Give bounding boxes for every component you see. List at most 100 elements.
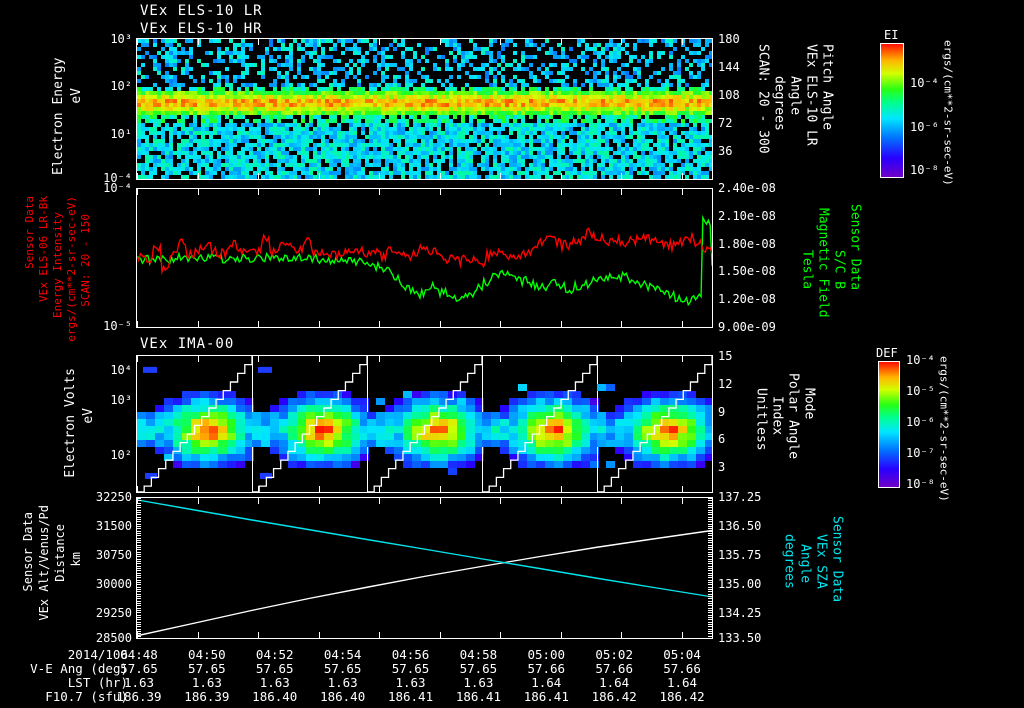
panel4-left-source: VEx Alt/Venus/Pd xyxy=(37,505,51,621)
panel4-ytick-3: 30000 xyxy=(95,577,132,591)
panel3-y2tick-4: 3 xyxy=(718,460,726,474)
bottom-cell-r1-c1: 57.65 xyxy=(188,661,226,676)
panel1-left-axis-line1: Electron Energy xyxy=(51,57,66,175)
colorbar2-tick-4: 10⁻⁸ xyxy=(906,477,935,491)
panel2-y2tick-0: 2.40e-08 xyxy=(718,181,776,195)
panel1-left-axis-label: Electron Energy xyxy=(51,45,66,175)
panel3-y2tick-3: 6 xyxy=(718,432,726,446)
bottom-cell-r2-c2: 1.63 xyxy=(259,675,290,690)
colorbar2-tick-0: 10⁻⁴ xyxy=(906,353,935,367)
panel2-left-axis-l0: Sensor Data xyxy=(23,196,36,269)
panel2-left-instrument: VEx ELS-06 LR-Bk xyxy=(37,196,50,302)
panel2-right-axis-l2: Magnetic Field xyxy=(815,208,831,318)
bottom-cell-r0-c6: 05:00 xyxy=(527,647,566,662)
panel1-right-axis-l0: Pitch Angle xyxy=(819,44,835,131)
panel4-right-axis-l2: Angle xyxy=(797,544,813,584)
panel3-right-unit: Unitless xyxy=(753,388,769,451)
panel4-ytick-4: 29250 xyxy=(95,606,132,620)
bottom-row-label-0: 2014/106 xyxy=(67,647,128,662)
panel4-y2tick-3: 135.00 xyxy=(718,577,762,591)
panel1-right-axis-l2: Angle xyxy=(787,76,803,116)
bottom-cell-r1-c6: 57.66 xyxy=(527,661,566,676)
bottom-cell-r2-c6: 1.64 xyxy=(531,675,562,690)
panel3-right-axis-l0: Mode xyxy=(802,388,817,419)
panel2-right-axis-l1: S/C B xyxy=(831,250,847,290)
colorbar2 xyxy=(878,361,900,488)
bottom-cell-r2-c4: 1.63 xyxy=(395,675,426,690)
bottom-row-label-3: F10.7 (sfu) xyxy=(45,689,128,704)
panel3-ytick-0: 10⁴ xyxy=(110,363,132,377)
panel1-ytick-0: 10³ xyxy=(110,32,132,46)
panel2-left-axis-l4: SCAN: 20 - 150 xyxy=(79,214,92,307)
bottom-cell-r2-c7: 1.64 xyxy=(599,675,630,690)
colorbar1-title: EI xyxy=(884,28,899,42)
panel1-right-axis-sensor: VEx ELS-10 LR xyxy=(803,44,819,146)
panel2-left-sensor-data: Sensor Data xyxy=(23,196,36,269)
bottom-cell-r1-c2: 57.65 xyxy=(255,661,294,676)
bottom-row-label-1: V-E Ang (deg) xyxy=(30,661,128,676)
bottom-cell-r3-c2: 186.40 xyxy=(252,689,298,704)
panel1-right-axis-scan: SCAN: 20 - 300 xyxy=(755,44,771,154)
panel3-right-axis-l3: Unitless xyxy=(753,388,769,451)
panel1-y2tick-4: 36 xyxy=(718,144,733,158)
bottom-cell-r0-c8: 05:04 xyxy=(663,647,701,662)
bottom-row-label-2: LST (hr) xyxy=(67,675,128,690)
panel2-ytick-0: 10⁻⁴ xyxy=(103,181,132,195)
bottom-cell-r3-c6: 186.41 xyxy=(523,689,569,704)
panel1-right-axis-l3: degrees xyxy=(772,76,787,131)
panel2-y2tick-3: 1.50e-08 xyxy=(718,264,776,278)
bottom-cell-r0-c4: 04:56 xyxy=(391,647,430,662)
panel3-y2tick-2: 9 xyxy=(718,405,726,419)
bottom-cell-r1-c0: 57.65 xyxy=(120,661,158,676)
panel-altitude-sza xyxy=(136,497,713,639)
panel2-right-quantity: Magnetic Field xyxy=(815,208,831,318)
panel2-y2tick-4: 1.20e-08 xyxy=(718,292,776,306)
panel3-right-index: Index xyxy=(769,396,785,436)
panel1-right-axis-l4: SCAN: 20 - 300 xyxy=(755,44,771,154)
panel1-y2tick-0: 180 xyxy=(718,32,740,46)
panel2-y2tick-5: 9.00e-09 xyxy=(718,320,776,334)
panel1-right-axis-angle: Angle xyxy=(787,76,803,116)
panel1-ytick-2: 10¹ xyxy=(110,127,132,141)
panel1-title-hr: VEx ELS-10 HR xyxy=(140,21,263,37)
bottom-cell-r2-c5: 1.63 xyxy=(463,675,494,690)
panel3-title: VEx IMA-00 xyxy=(140,336,235,352)
panel1-right-axis-pitch: Pitch Angle xyxy=(819,44,835,131)
bottom-cell-r1-c3: 57.65 xyxy=(323,661,362,676)
panel2-right-source: S/C B xyxy=(831,250,847,290)
panel2-left-axis-l3: ergs/(cm**2-sr-sec-eV) xyxy=(65,196,78,342)
panel1-ytick-1: 10² xyxy=(110,79,132,93)
panel4-y2tick-0: 137.25 xyxy=(718,490,762,504)
panel3-left-axis-label: Electron Volts xyxy=(63,368,78,478)
panel4-y2tick-1: 136.50 xyxy=(718,519,762,533)
panel3-left-unit: eV xyxy=(81,408,96,424)
bottom-cell-r2-c8: 1.64 xyxy=(666,675,698,690)
panel4-ytick-5: 28500 xyxy=(95,631,132,645)
colorbar1-tick-1: 10⁻⁶ xyxy=(910,120,939,134)
bottom-cell-r1-c4: 57.65 xyxy=(391,661,430,676)
bottom-cell-r1-c7: 57.66 xyxy=(595,661,633,676)
panel4-right-quantity: Angle xyxy=(797,544,813,584)
panel4-left-axis-l2: Distance xyxy=(53,524,67,582)
bottom-cell-r0-c1: 04:50 xyxy=(188,647,226,662)
panel4-ytick-1: 31500 xyxy=(95,519,132,533)
panel1-ytick-3: 10⁻⁴ xyxy=(103,171,132,185)
panel1-left-axis-unit: eV xyxy=(69,88,84,104)
bottom-cell-r3-c0: 186.39 xyxy=(116,689,162,704)
panel2-ytick-1: 10⁻⁵ xyxy=(103,319,132,333)
panel3-y2tick-1: 12 xyxy=(718,377,733,391)
panel2-y2tick-1: 2.10e-08 xyxy=(718,209,776,223)
colorbar2-unit: ergs/(cm**2-sr-sec-eV) xyxy=(938,356,951,502)
panel4-left-axis-l0: Sensor Data xyxy=(21,512,35,591)
panel2-left-unit: ergs/(cm**2-sr-sec-eV) xyxy=(65,196,78,342)
panel1-right-axis-l1: VEx ELS-10 LR xyxy=(803,44,819,146)
panel3-right-polar-angle: Polar Angle xyxy=(785,373,801,460)
colorbar1-unit: ergs/(cm**2-sr-sec-eV) xyxy=(942,40,955,186)
panel1-y2tick-3: 72 xyxy=(718,116,733,130)
panel1-y2tick-1: 144 xyxy=(718,60,740,74)
panel3-left-axis-unit: eV xyxy=(81,408,96,424)
panel4-right-unit: degrees xyxy=(781,534,797,589)
panel4-y2tick-4: 134.25 xyxy=(718,606,762,620)
bottom-cell-r3-c4: 186.41 xyxy=(387,689,434,704)
